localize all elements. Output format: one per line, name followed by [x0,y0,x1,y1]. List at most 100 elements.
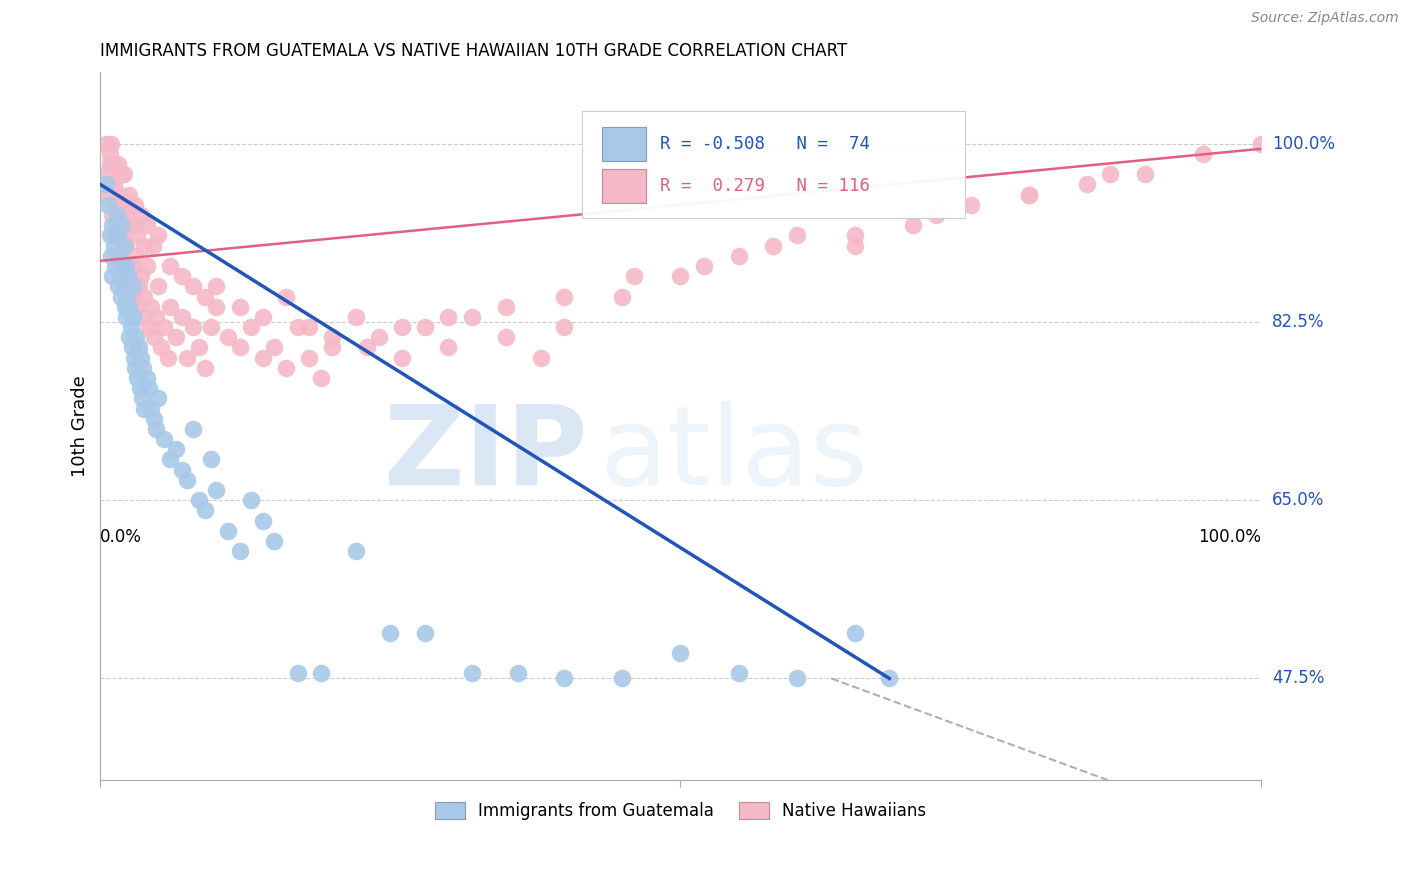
Point [135,259,157,273]
Point [115,259,138,273]
Text: IMMIGRANTS FROM GUATEMALA VS NATIVE HAWAIIAN 10TH GRADE CORRELATION CHART: IMMIGRANTS FROM GUATEMALA VS NATIVE HAWA… [100,42,848,60]
Point [153,320,176,334]
Point [115,289,138,303]
Point [309,371,332,385]
Point [135,218,157,232]
Point [298,320,321,334]
Text: 47.5%: 47.5% [1272,670,1324,688]
Point [205,279,228,293]
Point [901,218,924,232]
Point [669,269,692,284]
Point [786,672,808,686]
Point [118,330,141,344]
Point [391,320,413,334]
Point [128,381,150,395]
Point [134,238,156,252]
Point [170,269,193,284]
Point [108,269,131,284]
Point [228,340,250,354]
Point [786,228,808,243]
Text: 100.0%: 100.0% [1198,527,1261,546]
Point [437,340,460,354]
Point [101,269,124,284]
Point [844,625,866,640]
Point [134,401,156,416]
Point [148,392,170,406]
Point [141,300,163,314]
Point [194,289,217,303]
Point [110,289,132,303]
Text: 0.0%: 0.0% [100,527,142,546]
Point [118,300,141,314]
Point [129,208,152,222]
Point [118,187,141,202]
Point [122,351,145,365]
Point [356,340,378,354]
Point [142,238,165,252]
Point [98,147,121,161]
Point [506,666,529,681]
Point [127,371,149,385]
Point [98,228,121,243]
Point [148,279,170,293]
Legend: Immigrants from Guatemala, Native Hawaiians: Immigrants from Guatemala, Native Hawaii… [430,797,931,825]
Point [107,157,129,171]
Point [879,672,901,686]
Point [460,666,482,681]
Point [228,544,250,558]
Point [344,544,367,558]
Point [495,330,517,344]
Point [121,279,143,293]
Point [228,300,250,314]
Point [107,218,129,232]
Point [107,187,129,202]
Point [115,238,138,252]
Point [98,157,121,171]
Point [103,178,125,192]
Point [112,279,135,293]
Point [108,187,131,202]
Text: Source: ZipAtlas.com: Source: ZipAtlas.com [1251,11,1399,25]
Point [128,279,150,293]
Point [127,228,149,243]
Point [121,310,143,324]
Text: R = -0.508   N =  74: R = -0.508 N = 74 [659,135,870,153]
Point [612,289,634,303]
Point [121,259,143,273]
Point [125,330,148,344]
Point [145,310,167,324]
Point [159,300,181,314]
Point [413,320,436,334]
Point [1018,187,1040,202]
Point [165,442,187,457]
Point [104,259,127,273]
Point [437,310,460,324]
Point [138,320,160,334]
Point [115,269,138,284]
Point [129,269,152,284]
Point [149,340,172,354]
Point [959,198,981,212]
Point [124,360,146,375]
Point [181,320,204,334]
Point [200,320,222,334]
Point [263,533,285,548]
Point [110,208,132,222]
Point [274,289,297,303]
Point [141,401,163,416]
Point [693,259,716,273]
Point [104,198,127,212]
Point [1250,136,1272,151]
Point [460,310,482,324]
Point [134,289,156,303]
Point [495,300,517,314]
Text: 100.0%: 100.0% [1272,135,1334,153]
Point [1191,147,1213,161]
Point [111,259,134,273]
Point [287,666,309,681]
Point [205,483,228,497]
FancyBboxPatch shape [582,112,965,218]
Point [121,289,143,303]
Point [727,249,749,263]
Point [252,514,274,528]
